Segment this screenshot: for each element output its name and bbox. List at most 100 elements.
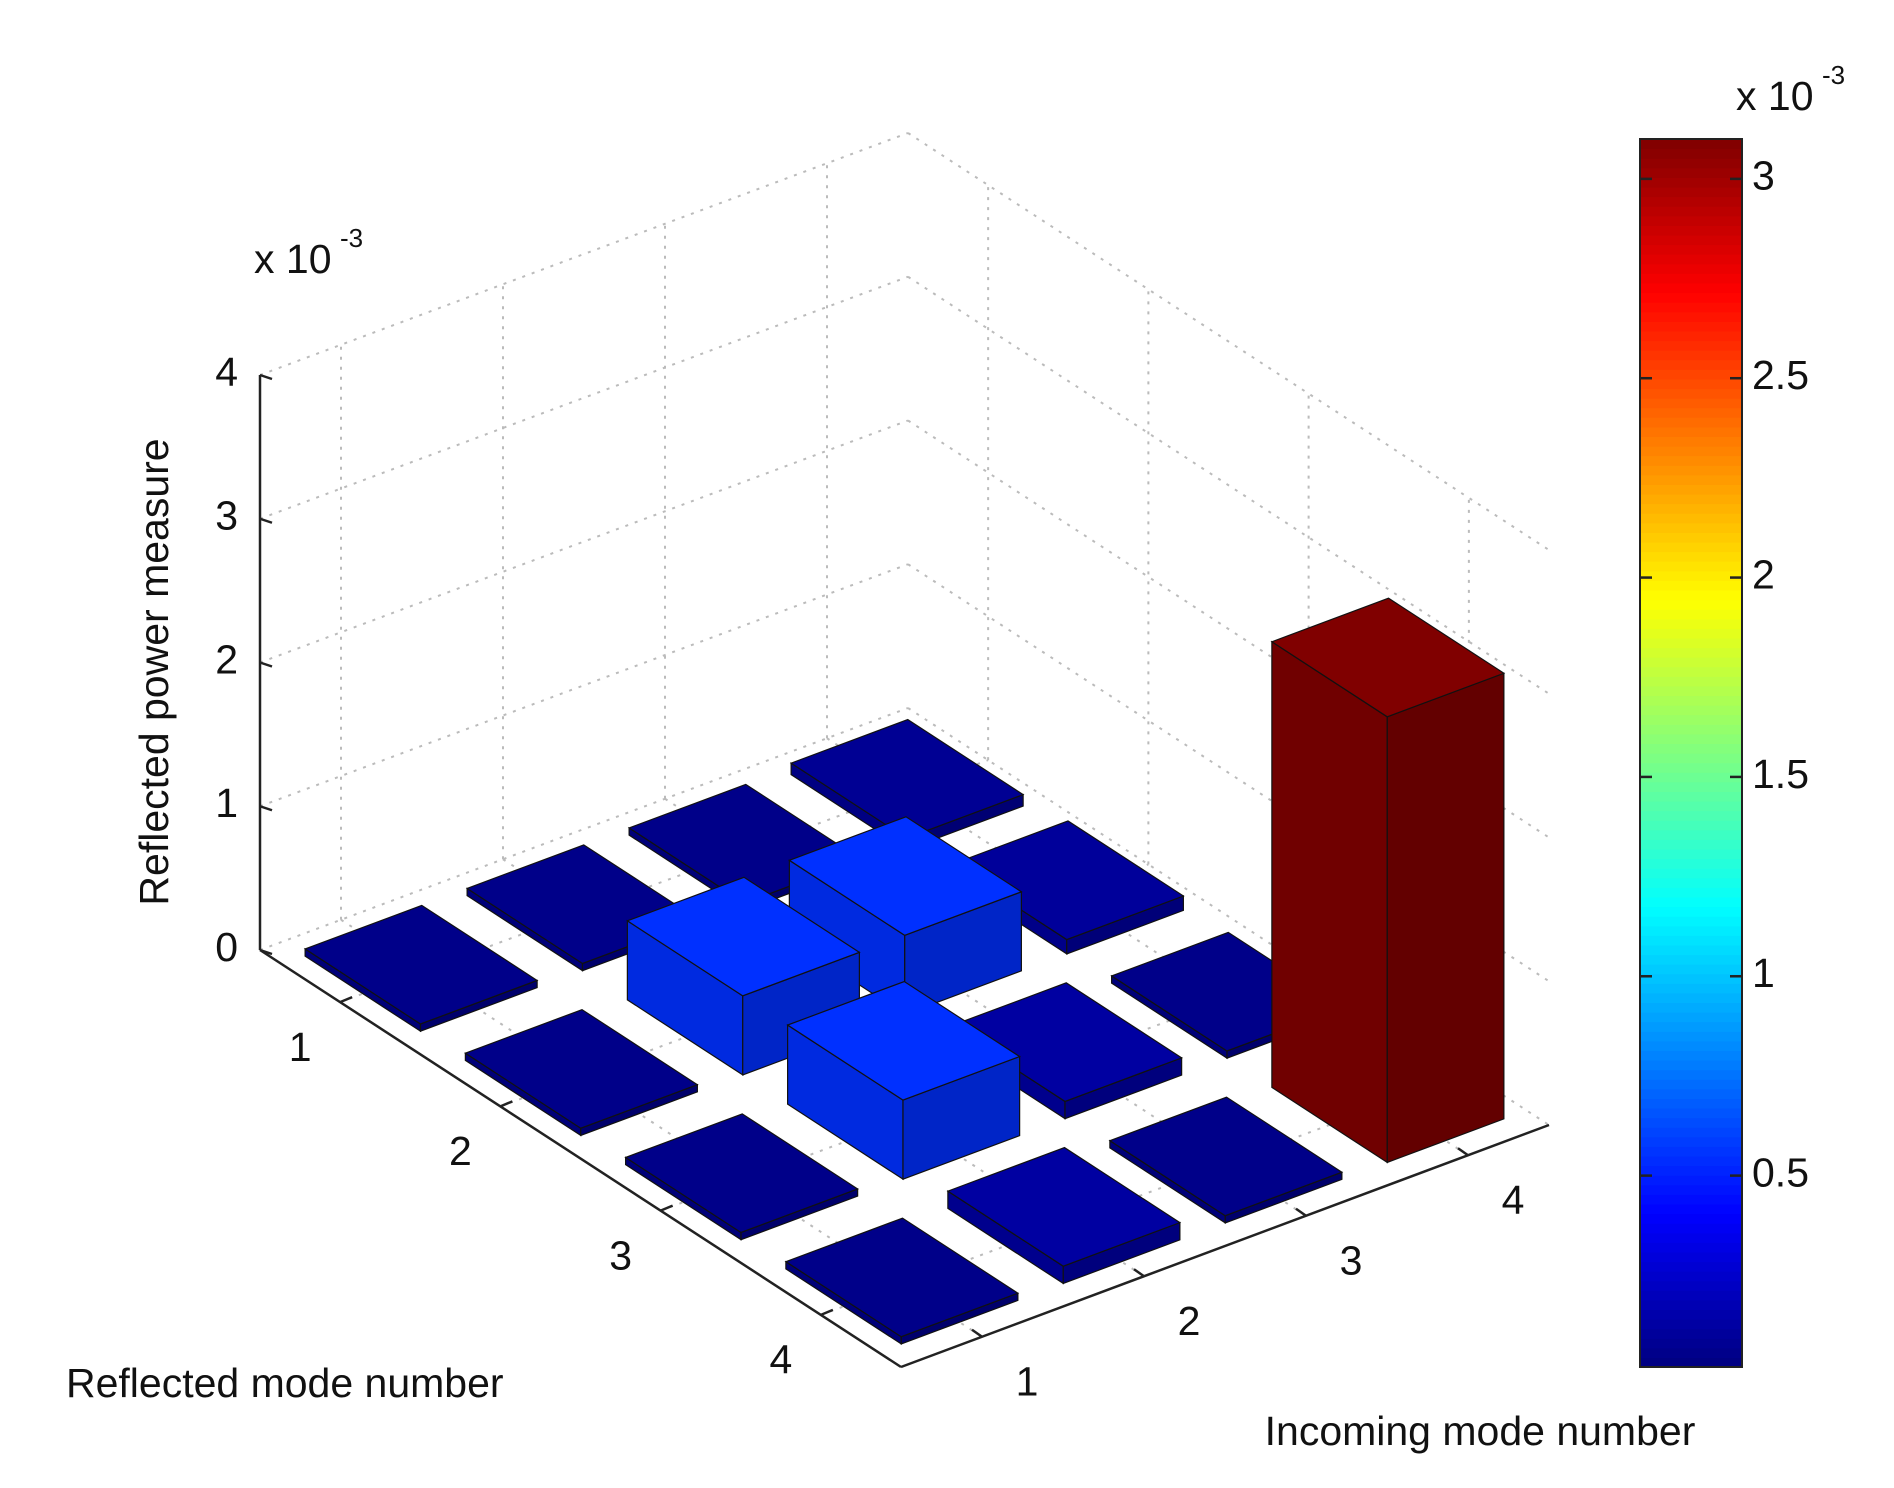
x-axis-label: Incoming mode number <box>1265 1408 1696 1454</box>
tick-mark <box>1457 1147 1469 1157</box>
colorbar-tick-label: 1 <box>1752 950 1775 996</box>
colorbar-segment <box>1640 1280 1742 1291</box>
colorbar-segment <box>1640 446 1742 457</box>
colorbar-segment <box>1640 417 1742 428</box>
tick-mark <box>820 1308 834 1317</box>
labels: Reflected power measure Reflected mode n… <box>66 60 1845 1454</box>
grid-line <box>907 275 1550 695</box>
colorbar-segment <box>1640 839 1742 850</box>
colorbar-segment <box>1640 378 1742 390</box>
colorbar-scale-base: x 10 <box>1736 73 1814 119</box>
grid-line <box>826 737 1469 1157</box>
colorbar-segment <box>1640 513 1742 524</box>
colorbar-segment <box>1640 167 1742 178</box>
z-tick-label: 0 <box>215 924 238 970</box>
colorbar-segment <box>1640 657 1742 668</box>
colorbar: 0.5 1 1.5 2 2.5 3 <box>1639 138 1809 1368</box>
colorbar-segment <box>1640 302 1742 313</box>
colorbar-segment <box>1640 743 1742 754</box>
colorbar-segment <box>1640 618 1742 629</box>
colorbar-segment <box>1640 685 1742 697</box>
colorbar-segment <box>1640 465 1742 476</box>
colorbar-segment <box>1640 1069 1742 1080</box>
grid-line <box>907 132 1550 551</box>
colorbar-segment <box>1640 369 1742 380</box>
colorbar-segment <box>1640 282 1742 294</box>
colorbar-segment <box>1640 196 1742 207</box>
colorbar-segment <box>1640 1328 1742 1339</box>
colorbar-segment <box>1640 570 1742 581</box>
grid-line <box>907 419 1550 839</box>
z-tick-label: 1 <box>215 780 238 826</box>
colorbar-segment <box>1640 1127 1742 1138</box>
tick-mark <box>339 995 353 1004</box>
bar-top <box>784 1217 1020 1338</box>
tick-mark <box>259 661 273 668</box>
tick-mark <box>1133 1268 1145 1278</box>
colorbar-segment <box>1640 762 1742 773</box>
colorbar-segment <box>1640 1223 1742 1234</box>
colorbar-segment <box>1640 1271 1742 1282</box>
tick-mark <box>660 1204 674 1212</box>
colorbar-segment <box>1640 263 1742 274</box>
tick-mark <box>259 948 273 956</box>
y-axis-label: Reflected mode number <box>66 1360 504 1406</box>
colorbar-segment <box>1640 1146 1742 1157</box>
colorbar-segment <box>1640 292 1742 303</box>
colorbar-segment <box>1640 589 1742 601</box>
colorbar-segment <box>1640 1117 1742 1128</box>
colorbar-segment <box>1640 810 1742 821</box>
colorbar-segment <box>1640 484 1742 495</box>
colorbar-segment <box>1640 1155 1742 1167</box>
bar-top <box>624 1113 859 1234</box>
colorbar-segment <box>1640 321 1742 332</box>
colorbar-segment <box>1640 1088 1742 1099</box>
colorbar-segment <box>1640 829 1742 840</box>
colorbar-segment <box>1640 493 1742 505</box>
colorbar-segment <box>1640 1079 1742 1090</box>
bar-top <box>950 820 1185 941</box>
colorbar-frame <box>1639 138 1743 1368</box>
colorbar-segment <box>1640 954 1742 965</box>
bar-top <box>948 982 1183 1103</box>
colorbar-segment <box>1640 1107 1742 1119</box>
y-tick-label: 3 <box>609 1232 632 1278</box>
colorbar-segment <box>1640 551 1742 562</box>
colorbar-segment <box>1640 1165 1742 1176</box>
bar-top <box>1270 597 1506 718</box>
colorbar-segment <box>1640 388 1742 399</box>
tick-mark <box>259 805 273 812</box>
colorbar-segment <box>1640 973 1742 984</box>
colorbar-segment <box>1640 1299 1742 1311</box>
colorbar-segment <box>1640 1251 1742 1263</box>
colorbar-segment <box>1640 474 1742 485</box>
colorbar-segment <box>1640 350 1742 361</box>
colorbar-segment <box>1640 705 1742 716</box>
grid-line <box>259 419 909 664</box>
colorbar-segment <box>1640 455 1742 466</box>
colorbar-segment <box>1640 532 1742 543</box>
y-tick-label: 4 <box>769 1337 792 1383</box>
colorbar-segment <box>1640 772 1742 783</box>
axis-line <box>900 1123 1550 1369</box>
colorbar-scale-exponent: -3 <box>1822 60 1845 90</box>
z-axis-label: Reflected power measure <box>131 438 177 905</box>
colorbar-tick-label: 1.5 <box>1752 751 1809 797</box>
colorbar-segment <box>1640 1338 1742 1349</box>
colorbar-segment <box>1640 887 1742 898</box>
colorbar-segment <box>1640 695 1742 706</box>
grid-line <box>259 132 909 376</box>
bar-top <box>788 816 1023 937</box>
colorbar-segment <box>1640 724 1742 735</box>
colorbar-segment <box>1640 858 1742 869</box>
colorbar-segment <box>1640 714 1742 725</box>
z-scale-exponent: -3 <box>340 223 363 253</box>
colorbar-segment <box>1640 1290 1742 1301</box>
grid-line <box>907 563 1550 983</box>
colorbar-segment <box>1640 1261 1742 1272</box>
colorbar-segment <box>1640 781 1742 792</box>
colorbar-tick-label: 0.5 <box>1752 1149 1809 1195</box>
colorbar-segment <box>1640 1031 1742 1042</box>
